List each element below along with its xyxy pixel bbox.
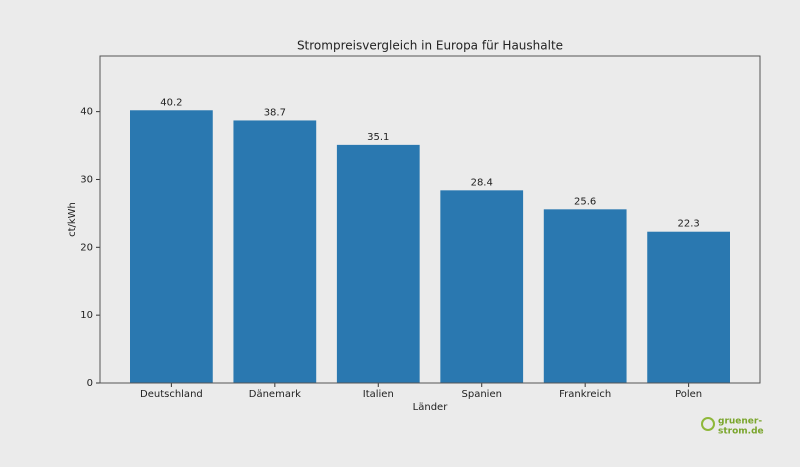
bar — [233, 120, 317, 384]
chart-title: Strompreisvergleich in Europa für Hausha… — [297, 39, 563, 53]
x-tick-label: Polen — [675, 389, 702, 400]
bar — [647, 231, 730, 383]
logo: gruener- strom.de — [701, 417, 764, 437]
x-tick-label: Italien — [363, 389, 394, 400]
value-label: 28.4 — [471, 177, 493, 188]
value-label: 25.6 — [574, 196, 596, 207]
value-label: 38.7 — [264, 107, 286, 118]
bar — [543, 209, 627, 383]
y-tick-label: 0 — [87, 378, 93, 389]
x-axis-label: Länder — [413, 402, 449, 413]
x-tick-label: Frankreich — [559, 389, 611, 400]
logo-icon — [701, 417, 715, 431]
bar — [336, 144, 420, 383]
value-label: 22.3 — [677, 219, 699, 230]
y-axis-label: ct/kWh — [67, 202, 78, 237]
bar — [130, 110, 213, 383]
value-label: 40.2 — [160, 97, 182, 108]
logo-text: strom.de — [718, 427, 764, 437]
y-tick-label: 10 — [80, 310, 93, 321]
plot-frame — [99, 55, 761, 384]
x-tick-label: Dänemark — [249, 389, 301, 400]
logo-text: gruener- — [718, 417, 762, 427]
y-tick-label: 40 — [80, 107, 93, 118]
x-tick-label: Spanien — [462, 389, 502, 400]
bar — [440, 190, 524, 383]
y-tick-label: 30 — [80, 174, 93, 185]
y-tick-label: 20 — [80, 242, 93, 253]
x-tick-label: Deutschland — [140, 389, 203, 400]
value-label: 35.1 — [367, 132, 389, 143]
